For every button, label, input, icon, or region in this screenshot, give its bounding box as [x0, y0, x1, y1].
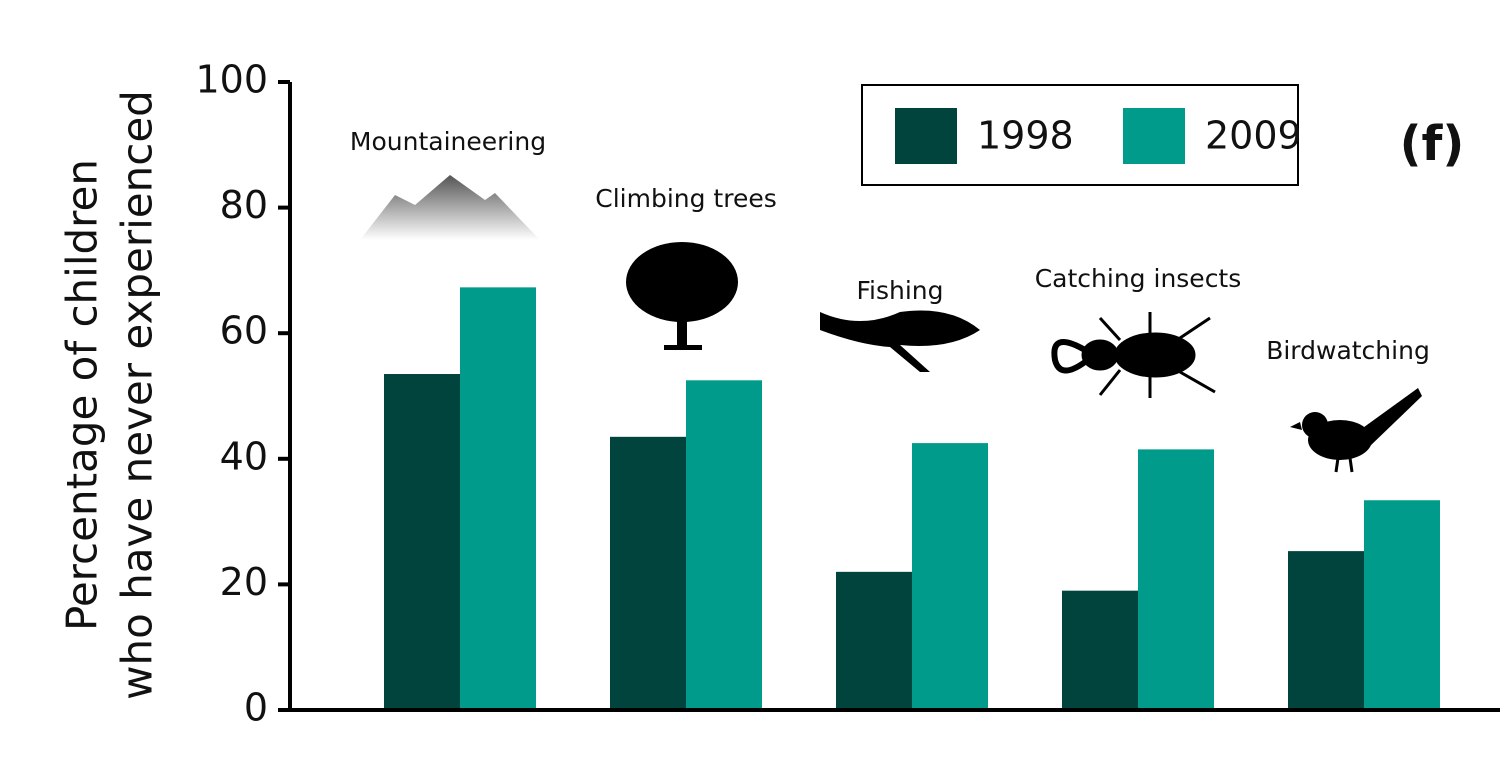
y-axis-title: Percentage of children: [58, 159, 107, 631]
bar: [1288, 551, 1364, 710]
fish-icon: [820, 310, 980, 372]
bar: [1138, 449, 1214, 710]
y-tick-label: 60: [220, 309, 268, 353]
insect-icon: [1051, 312, 1216, 398]
legend-swatch: [895, 108, 957, 164]
tree-icon: [626, 242, 738, 350]
bar: [1364, 500, 1440, 710]
category-label: Birdwatching: [1266, 336, 1430, 365]
category-label: Catching insects: [1035, 264, 1242, 293]
y-tick-label: 100: [195, 58, 268, 102]
bar: [610, 436, 686, 710]
bar: [384, 374, 460, 710]
bar: [1062, 590, 1138, 710]
category-label: Mountaineering: [350, 127, 546, 156]
bar: [912, 443, 988, 710]
legend-label: 2009: [1205, 114, 1302, 158]
mountain-icon: [360, 175, 540, 240]
bar: [460, 287, 536, 710]
y-tick-label: 40: [220, 434, 268, 478]
category-label: Climbing trees: [595, 184, 777, 213]
y-tick-label: 80: [220, 183, 268, 227]
legend-swatch: [1123, 108, 1185, 164]
y-tick-label: 0: [244, 686, 268, 730]
bird-icon: [1290, 388, 1422, 473]
category-label: Fishing: [856, 276, 943, 305]
bar: [686, 380, 762, 710]
legend-box: [861, 84, 1299, 186]
y-axis-title: who have never experienced: [113, 90, 162, 700]
legend-label: 1998: [977, 114, 1074, 158]
y-tick-label: 20: [220, 560, 268, 604]
bar: [836, 571, 912, 710]
icons: [360, 175, 1422, 473]
panel-label: (f): [1400, 116, 1465, 172]
